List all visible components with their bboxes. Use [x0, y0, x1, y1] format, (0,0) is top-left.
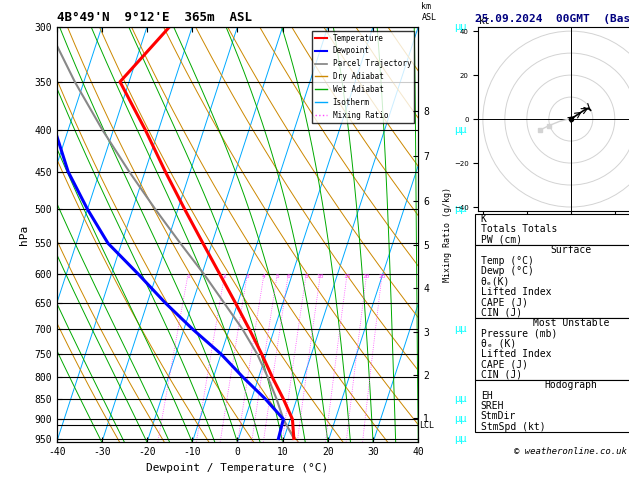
- Text: kt: kt: [479, 16, 490, 26]
- Text: Pressure (mb): Pressure (mb): [481, 328, 557, 338]
- Bar: [475, 380, 629, 432]
- Text: Surface: Surface: [550, 245, 591, 255]
- Legend: Temperature, Dewpoint, Parcel Trajectory, Dry Adiabat, Wet Adiabat, Isotherm, Mi: Temperature, Dewpoint, Parcel Trajectory…: [312, 31, 415, 122]
- Text: CAPE (J): CAPE (J): [481, 297, 528, 307]
- Text: StmSpd (kt): StmSpd (kt): [481, 422, 545, 432]
- Text: 3: 3: [245, 275, 249, 279]
- Y-axis label: hPa: hPa: [19, 225, 28, 244]
- Text: θₑ (K): θₑ (K): [481, 339, 516, 348]
- Text: µµ: µµ: [454, 325, 467, 334]
- Text: Totals Totals: Totals Totals: [481, 225, 557, 234]
- Text: Most Unstable: Most Unstable: [533, 318, 609, 328]
- Text: Mixing Ratio (g/kg): Mixing Ratio (g/kg): [443, 187, 452, 282]
- Bar: [475, 245, 629, 318]
- Text: CIN (J): CIN (J): [481, 370, 522, 380]
- Text: µµ: µµ: [454, 22, 467, 32]
- Text: Hodograph: Hodograph: [544, 380, 598, 390]
- Text: Lifted Index: Lifted Index: [481, 287, 551, 297]
- Text: K: K: [481, 214, 486, 224]
- Text: 8: 8: [304, 275, 308, 279]
- Text: 5: 5: [276, 275, 279, 279]
- X-axis label: Dewpoint / Temperature (°C): Dewpoint / Temperature (°C): [147, 463, 328, 473]
- Text: PW (cm): PW (cm): [481, 235, 522, 245]
- Text: 20: 20: [363, 275, 370, 279]
- Text: 25: 25: [378, 275, 386, 279]
- Text: CAPE (J): CAPE (J): [481, 359, 528, 369]
- Bar: [475, 214, 629, 245]
- Text: θₑ(K): θₑ(K): [481, 277, 510, 286]
- Text: 10: 10: [316, 275, 324, 279]
- Text: µµ: µµ: [454, 394, 467, 404]
- Text: 15: 15: [343, 275, 351, 279]
- Text: SREH: SREH: [481, 401, 504, 411]
- Text: km
ASL: km ASL: [421, 2, 437, 22]
- Text: EH: EH: [481, 391, 493, 400]
- Text: Temp (°C): Temp (°C): [481, 256, 533, 265]
- Text: Dewp (°C): Dewp (°C): [481, 266, 533, 276]
- Bar: [475, 318, 629, 380]
- Text: LCL: LCL: [419, 421, 434, 430]
- Text: µµ: µµ: [454, 414, 467, 424]
- Text: 6: 6: [286, 275, 290, 279]
- Text: 25.09.2024  00GMT  (Base: 06): 25.09.2024 00GMT (Base: 06): [475, 14, 629, 24]
- Text: µµ: µµ: [454, 124, 467, 135]
- Text: StmDir: StmDir: [481, 411, 516, 421]
- Text: µµ: µµ: [454, 204, 467, 214]
- Text: 1: 1: [186, 275, 190, 279]
- Text: 4B°49'N  9°12'E  365m  ASL: 4B°49'N 9°12'E 365m ASL: [57, 11, 252, 24]
- Text: 2: 2: [223, 275, 226, 279]
- Text: © weatheronline.co.uk: © weatheronline.co.uk: [515, 447, 627, 456]
- Text: µµ: µµ: [454, 434, 467, 444]
- Text: 4: 4: [262, 275, 266, 279]
- Text: CIN (J): CIN (J): [481, 308, 522, 317]
- Text: Lifted Index: Lifted Index: [481, 349, 551, 359]
